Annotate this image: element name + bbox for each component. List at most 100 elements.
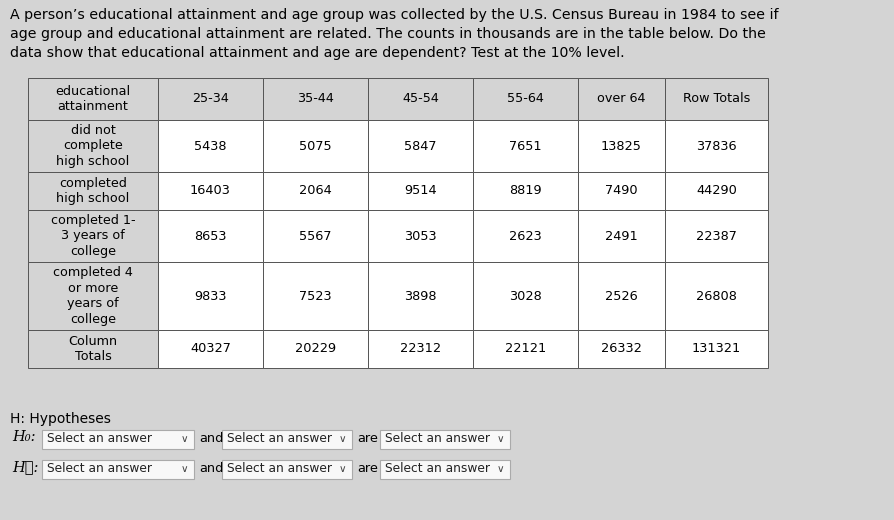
Text: 13825: 13825 (601, 139, 641, 152)
Text: 22387: 22387 (696, 229, 736, 242)
Bar (664, 172, 767, 210)
Bar (263, 210, 367, 262)
Bar (263, 78, 367, 120)
Bar (664, 210, 767, 262)
Text: A person’s educational attainment and age group was collected by the U.S. Census: A person’s educational attainment and ag… (10, 8, 778, 60)
Bar (578, 262, 664, 330)
Text: Select an answer: Select an answer (47, 462, 152, 475)
Text: 55-64: 55-64 (507, 93, 544, 106)
Text: 22312: 22312 (400, 343, 441, 356)
Text: 7651: 7651 (509, 139, 541, 152)
Bar (28, 262, 158, 330)
Text: 2064: 2064 (299, 185, 332, 198)
Text: Select an answer: Select an answer (227, 462, 332, 475)
Bar (28, 330, 158, 368)
Bar (158, 78, 263, 120)
Bar (367, 262, 472, 330)
Bar (664, 330, 767, 368)
Text: 2526: 2526 (604, 290, 637, 303)
Text: ∨: ∨ (339, 464, 346, 474)
Bar (578, 78, 664, 120)
Text: Row Totals: Row Totals (682, 93, 749, 106)
Text: Select an answer: Select an answer (384, 433, 489, 446)
Bar (664, 120, 767, 172)
Text: are: are (357, 433, 377, 446)
Bar (263, 330, 367, 368)
Bar (158, 262, 263, 330)
Bar (367, 210, 472, 262)
Text: ∨: ∨ (496, 434, 504, 444)
Text: Column
Totals: Column Totals (68, 335, 117, 363)
Text: 5438: 5438 (194, 139, 226, 152)
Bar (578, 172, 664, 210)
Text: 5847: 5847 (404, 139, 436, 152)
Bar (263, 120, 367, 172)
Bar (28, 210, 158, 262)
Bar (472, 172, 578, 210)
Text: 45-54: 45-54 (401, 93, 438, 106)
Bar (380, 430, 510, 448)
Text: H₀:: H₀: (12, 430, 36, 444)
Text: 3028: 3028 (509, 290, 541, 303)
Bar (158, 210, 263, 262)
Text: educational
attainment: educational attainment (55, 85, 131, 113)
Bar (42, 460, 194, 478)
Text: ∨: ∨ (181, 434, 189, 444)
Text: H⁁:: H⁁: (12, 460, 38, 474)
Bar (263, 172, 367, 210)
Bar (158, 120, 263, 172)
Text: ∨: ∨ (181, 464, 189, 474)
Text: 7523: 7523 (299, 290, 332, 303)
Bar (472, 210, 578, 262)
Text: Select an answer: Select an answer (227, 433, 332, 446)
Text: 16403: 16403 (190, 185, 231, 198)
Bar (367, 78, 472, 120)
Text: 26332: 26332 (601, 343, 641, 356)
Bar (263, 262, 367, 330)
Bar (578, 210, 664, 262)
Bar (158, 172, 263, 210)
Text: did not
complete
high school: did not complete high school (56, 124, 130, 168)
Bar (367, 120, 472, 172)
Text: 44290: 44290 (696, 185, 736, 198)
Text: over 64: over 64 (596, 93, 645, 106)
Text: Select an answer: Select an answer (47, 433, 152, 446)
Bar (222, 460, 351, 478)
Text: ∨: ∨ (496, 464, 504, 474)
Bar (42, 430, 194, 448)
Text: 9514: 9514 (404, 185, 436, 198)
Text: 5075: 5075 (299, 139, 332, 152)
Text: 20229: 20229 (295, 343, 335, 356)
Bar (28, 120, 158, 172)
Text: 35-44: 35-44 (297, 93, 333, 106)
Text: H: Hypotheses: H: Hypotheses (10, 412, 111, 426)
Text: 7490: 7490 (604, 185, 637, 198)
Text: 3898: 3898 (404, 290, 436, 303)
Bar (158, 330, 263, 368)
Text: 2491: 2491 (604, 229, 637, 242)
Text: 9833: 9833 (194, 290, 226, 303)
Text: 3053: 3053 (404, 229, 436, 242)
Text: 26808: 26808 (696, 290, 736, 303)
Bar (664, 262, 767, 330)
Text: 8819: 8819 (509, 185, 541, 198)
Bar (578, 330, 664, 368)
Bar (472, 78, 578, 120)
Text: 40327: 40327 (190, 343, 231, 356)
Bar (28, 172, 158, 210)
Text: 22121: 22121 (504, 343, 545, 356)
Text: completed 4
or more
years of
college: completed 4 or more years of college (53, 266, 133, 326)
Text: Select an answer: Select an answer (384, 462, 489, 475)
Bar (664, 78, 767, 120)
Bar (367, 330, 472, 368)
Text: ∨: ∨ (339, 434, 346, 444)
Text: and: and (198, 433, 224, 446)
Text: 2623: 2623 (509, 229, 541, 242)
Text: 25-34: 25-34 (192, 93, 229, 106)
Text: completed
high school: completed high school (56, 177, 130, 205)
Text: 37836: 37836 (696, 139, 736, 152)
Text: 5567: 5567 (299, 229, 332, 242)
Bar (472, 120, 578, 172)
Bar (28, 78, 158, 120)
Text: and: and (198, 462, 224, 475)
